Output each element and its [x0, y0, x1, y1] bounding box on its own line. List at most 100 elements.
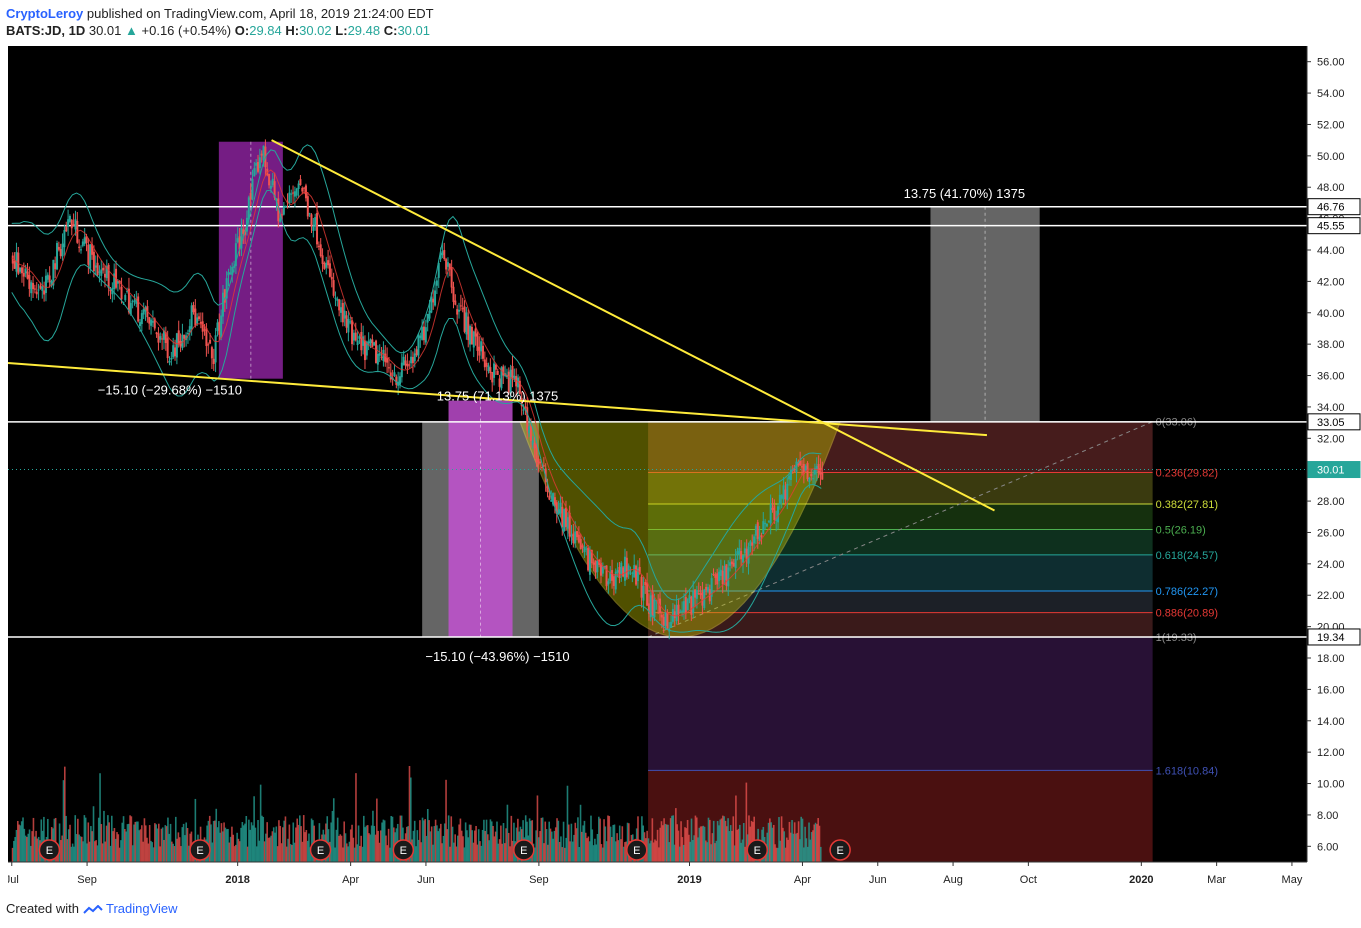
volume-bar	[438, 828, 441, 862]
candle-body	[518, 380, 521, 394]
volume-bar	[387, 828, 390, 862]
candle-body	[113, 273, 116, 290]
volume-bar	[224, 827, 227, 862]
volume-bar	[124, 829, 126, 862]
volume-bar	[143, 818, 146, 862]
volume-bar	[117, 834, 120, 862]
candle-body	[410, 356, 413, 364]
volume-bar	[257, 820, 259, 862]
volume-bar	[244, 823, 246, 862]
volume-bar	[20, 821, 23, 862]
volume-bar	[590, 815, 592, 862]
volume-bar	[186, 827, 189, 862]
author-link[interactable]: CryptoLeroy	[6, 6, 84, 21]
candle-body	[175, 333, 178, 358]
earnings-marker	[38, 839, 61, 861]
volume-bar	[804, 826, 806, 862]
candle-body	[749, 541, 752, 547]
candle-body	[566, 517, 569, 529]
volume-bar	[36, 838, 39, 862]
candle-body	[198, 316, 201, 320]
volume-bar	[557, 820, 560, 862]
candle-body	[745, 548, 748, 560]
candle-body	[35, 291, 38, 295]
volume-bar	[359, 845, 361, 862]
candle-body	[373, 342, 376, 346]
volume-bar	[795, 833, 797, 862]
volume-bar	[454, 834, 456, 862]
volume-bar	[275, 826, 278, 862]
candle-body	[249, 193, 252, 200]
price-badge	[1307, 217, 1361, 235]
volume-bar	[331, 810, 334, 862]
volume-bar	[596, 833, 599, 862]
candle-body	[349, 321, 352, 323]
volume-bar	[784, 847, 787, 862]
candle-body	[563, 509, 566, 532]
volume-bar	[494, 831, 497, 862]
candle-body	[371, 339, 374, 347]
candle-body	[203, 329, 206, 331]
volume-bar	[699, 826, 702, 862]
volume-bar	[274, 832, 276, 862]
candle-body	[255, 162, 258, 166]
volume-bar	[176, 838, 178, 862]
volume-bar	[212, 820, 215, 862]
volume-bar	[13, 840, 15, 862]
candle-body	[552, 493, 555, 505]
candle-body	[387, 367, 390, 369]
candle-body	[537, 458, 540, 465]
candle-body	[456, 309, 459, 315]
candle-body	[185, 335, 188, 340]
candle-body	[682, 601, 685, 613]
volume-bar	[468, 824, 471, 862]
volume-bar	[617, 840, 620, 862]
candle-body	[70, 219, 73, 229]
volume-bar	[677, 830, 680, 862]
volume-bar	[369, 834, 372, 862]
volume-bar	[104, 841, 107, 862]
volume-bar	[289, 844, 292, 862]
published-text: published on TradingView.com, April 18, …	[86, 6, 434, 21]
volume-bar	[120, 840, 122, 862]
volume-bar	[732, 816, 735, 862]
price-chart[interactable]: 0(33.06) 0.236(29.82) 0.382(27.81) 0.5(26.1…	[0, 40, 1361, 892]
volume-bar	[459, 818, 462, 862]
volume-bar	[259, 784, 262, 862]
time-tick-label: Apr	[794, 874, 811, 886]
candle-body	[596, 560, 599, 573]
candle-body	[815, 465, 818, 471]
volume-bar	[774, 844, 776, 862]
candle-body	[426, 313, 429, 323]
volume-bar	[194, 798, 197, 862]
volume-bar	[330, 822, 332, 862]
volume-bar	[701, 826, 703, 862]
volume-bar	[308, 833, 310, 862]
price-badge	[1307, 461, 1361, 479]
volume-bar	[549, 828, 552, 862]
price-tick-label: 44.00	[1317, 245, 1345, 257]
volume-bar	[378, 842, 381, 862]
volume-bar	[409, 777, 412, 862]
candle-body	[94, 265, 97, 268]
volume-bar	[22, 817, 24, 862]
tradingview-link[interactable]: TradingView	[106, 901, 178, 916]
candle-body	[651, 591, 654, 617]
volume-bar	[291, 844, 293, 862]
volume-bar	[797, 821, 800, 862]
candle-body	[697, 593, 700, 595]
volume-bar	[134, 821, 137, 862]
volume-bar	[261, 815, 263, 862]
volume-bar	[806, 846, 809, 862]
candle-body	[159, 336, 162, 340]
volume-bar	[207, 820, 210, 862]
volume-bar	[301, 841, 304, 862]
volume-bar	[107, 815, 109, 862]
candle-body	[52, 259, 55, 286]
volume-bar	[436, 825, 438, 862]
volume-bar	[819, 846, 822, 862]
candle-body	[303, 187, 306, 189]
volume-bar	[272, 827, 275, 862]
candle-body	[351, 320, 354, 345]
price-tick-label: 40.00	[1317, 308, 1345, 320]
